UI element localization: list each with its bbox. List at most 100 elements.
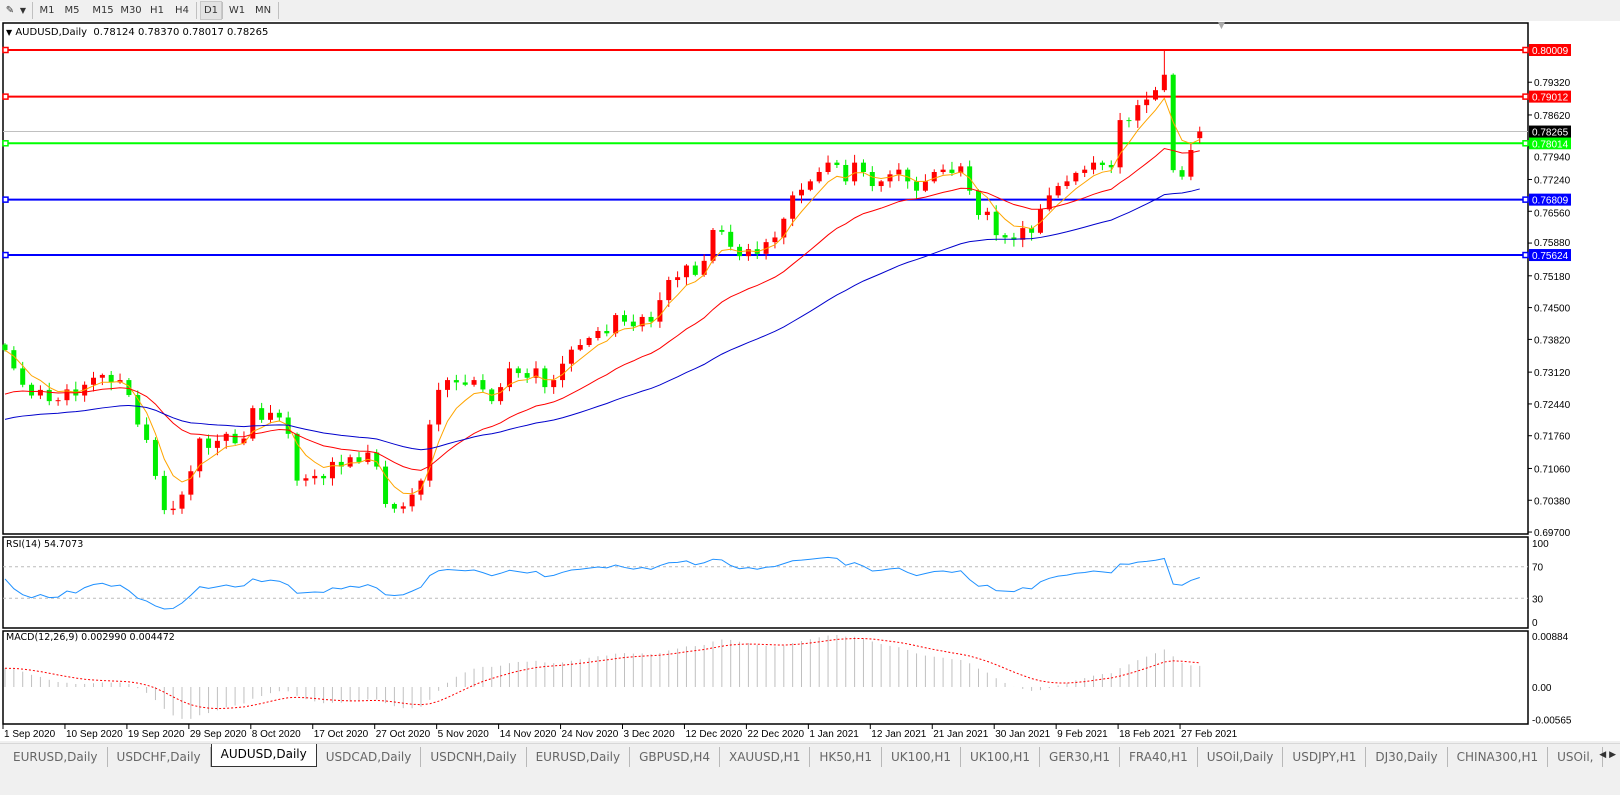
candle-body — [1029, 228, 1035, 233]
candle-body — [1099, 162, 1105, 165]
dropdown-arrow-icon[interactable]: ▼ — [19, 6, 27, 15]
candle-body — [506, 368, 512, 388]
candle-body — [303, 478, 309, 481]
candle-body — [914, 181, 920, 191]
price-label-bg — [1529, 44, 1571, 56]
price-tick-label: 0.75180 — [1534, 272, 1571, 283]
tab-ger30-h1[interactable]: GER30,H1 — [1040, 746, 1120, 767]
timeframe-m1-button[interactable]: M1 — [39, 5, 55, 16]
candle-body — [91, 377, 96, 385]
candle-body — [365, 452, 371, 462]
ma-fast-line — [4, 97, 1200, 495]
candle-body — [1002, 235, 1008, 238]
timeframe-w1-button[interactable]: W1 — [228, 5, 246, 16]
timeframe-m15-button[interactable]: M15 — [92, 5, 114, 16]
tab-dj30-daily[interactable]: DJ30,Daily — [1366, 746, 1448, 767]
candle-body — [524, 373, 530, 378]
timeframe-d1-button[interactable]: D1 — [200, 1, 222, 20]
tab-scroll-arrows-icon[interactable]: ◀ ▶ — [1599, 750, 1616, 760]
tab-eurusd-daily[interactable]: EURUSD,Daily — [4, 746, 108, 767]
candle-body — [728, 231, 734, 247]
chart-window[interactable]: 0.79320 0.78620 0.77940 0.77240 0.76560 0.758… — [0, 21, 1620, 741]
chart-canvas[interactable]: 0.79320 0.78620 0.77940 0.77240 0.76560 0.758… — [0, 21, 1620, 741]
price-line-label: 0.79012 — [1532, 93, 1569, 104]
candle-body — [976, 190, 981, 216]
timeframe-mn-button[interactable]: MN — [254, 5, 272, 16]
line-studies-icon[interactable]: ✎ — [5, 5, 15, 16]
candle-body — [1135, 105, 1141, 121]
tab-usdjpy-h1[interactable]: USDJPY,H1 — [1283, 746, 1367, 767]
candle-body — [259, 408, 265, 420]
timeframe-h1-button[interactable]: H1 — [150, 5, 164, 16]
tab-eurusd-daily[interactable]: EURUSD,Daily — [527, 746, 631, 767]
candle-body — [250, 408, 256, 439]
line-anchor-handle — [2, 140, 9, 147]
candle-body — [1153, 90, 1158, 100]
price-line-label: 0.80009 — [1532, 46, 1569, 57]
candle-body — [188, 471, 194, 495]
candle-body — [719, 229, 725, 232]
toolbar: ✎ ▼ M1 M5 M15 M30 H1 H4 D1 W1 MN — [0, 0, 1620, 22]
candle-body — [763, 242, 769, 254]
tab-uk100-h1[interactable]: UK100,H1 — [882, 746, 961, 767]
date-tick-label: 24 Nov 2020 — [562, 729, 619, 740]
price-tick-label: 0.71060 — [1534, 464, 1571, 475]
price-tick-label: 0.70380 — [1534, 496, 1571, 507]
tab-usdcnh-daily[interactable]: USDCNH,Daily — [421, 746, 527, 767]
candle-body — [11, 350, 17, 369]
candle-body — [321, 475, 327, 479]
tab-gbpusd-h4[interactable]: GBPUSD,H4 — [630, 746, 720, 767]
tab-china300-h1[interactable]: CHINA300,H1 — [1448, 746, 1549, 767]
price-tick-label: 0.79320 — [1534, 78, 1571, 89]
timeframe-h4-button[interactable]: H4 — [175, 5, 189, 16]
tab-usoil[interactable]: USOil, — [1548, 746, 1604, 767]
candle-body — [931, 171, 937, 182]
chart-shift-marker-icon[interactable]: ▼ — [1218, 21, 1225, 31]
tab-audusd-daily[interactable]: AUDUSD,Daily — [210, 744, 317, 767]
candle-body — [710, 229, 716, 261]
candle-body — [984, 211, 990, 216]
candle-body — [622, 315, 627, 322]
toolbar-separator — [196, 2, 197, 19]
line-anchor-handle — [2, 46, 9, 54]
tab-usdcad-daily[interactable]: USDCAD,Daily — [317, 746, 422, 767]
line-anchor-handle — [2, 196, 9, 203]
candle-body — [1161, 74, 1167, 91]
price-tick-label: 0.73820 — [1534, 335, 1571, 346]
timeframe-m5-button[interactable]: M5 — [64, 5, 80, 16]
candle-body — [781, 218, 787, 238]
candle-body — [666, 280, 672, 301]
candle-body — [648, 316, 654, 322]
line-anchor-handle — [1522, 251, 1529, 259]
candle-body — [604, 330, 610, 334]
candle-body — [657, 300, 663, 322]
tab-usdchf-daily[interactable]: USDCHF,Daily — [108, 746, 211, 767]
tab-fra40-h1[interactable]: FRA40,H1 — [1120, 746, 1198, 767]
candle-body — [560, 363, 566, 381]
date-tick-label: 9 Feb 2021 — [1057, 729, 1108, 740]
tab-xauusd-h1[interactable]: XAUUSD,H1 — [720, 746, 811, 767]
price-label-bg — [1529, 137, 1571, 150]
collapse-arrow-icon[interactable]: ▼ — [6, 28, 13, 37]
tab-uk100-h1[interactable]: UK100,H1 — [961, 746, 1041, 767]
candle-body — [745, 249, 751, 257]
ma-mid-line — [4, 147, 1200, 471]
date-tick-label: 5 Nov 2020 — [438, 729, 490, 740]
tab-usoil-daily[interactable]: USOil,Daily — [1198, 746, 1284, 767]
price-label-bg — [1529, 193, 1571, 206]
candle-body — [223, 433, 229, 441]
candle-body — [436, 389, 442, 425]
candle-body — [347, 457, 353, 467]
candle-body — [179, 494, 185, 509]
chart-info: ▼ AUDUSD,Daily 0.78124 0.78370 0.78017 0… — [6, 27, 268, 38]
macd-signal-line — [4, 637, 1200, 710]
date-tick-label: 10 Sep 2020 — [66, 729, 123, 740]
price-tick-label: 0.76560 — [1534, 209, 1571, 220]
candle-body — [498, 387, 504, 402]
candle-body — [630, 321, 636, 327]
candle-body — [1091, 162, 1097, 170]
tab-hk50-h1[interactable]: HK50,H1 — [810, 746, 882, 767]
candle-body — [843, 164, 849, 182]
timeframe-m30-button[interactable]: M30 — [120, 5, 142, 16]
date-tick-label: 1 Jan 2021 — [809, 729, 859, 740]
